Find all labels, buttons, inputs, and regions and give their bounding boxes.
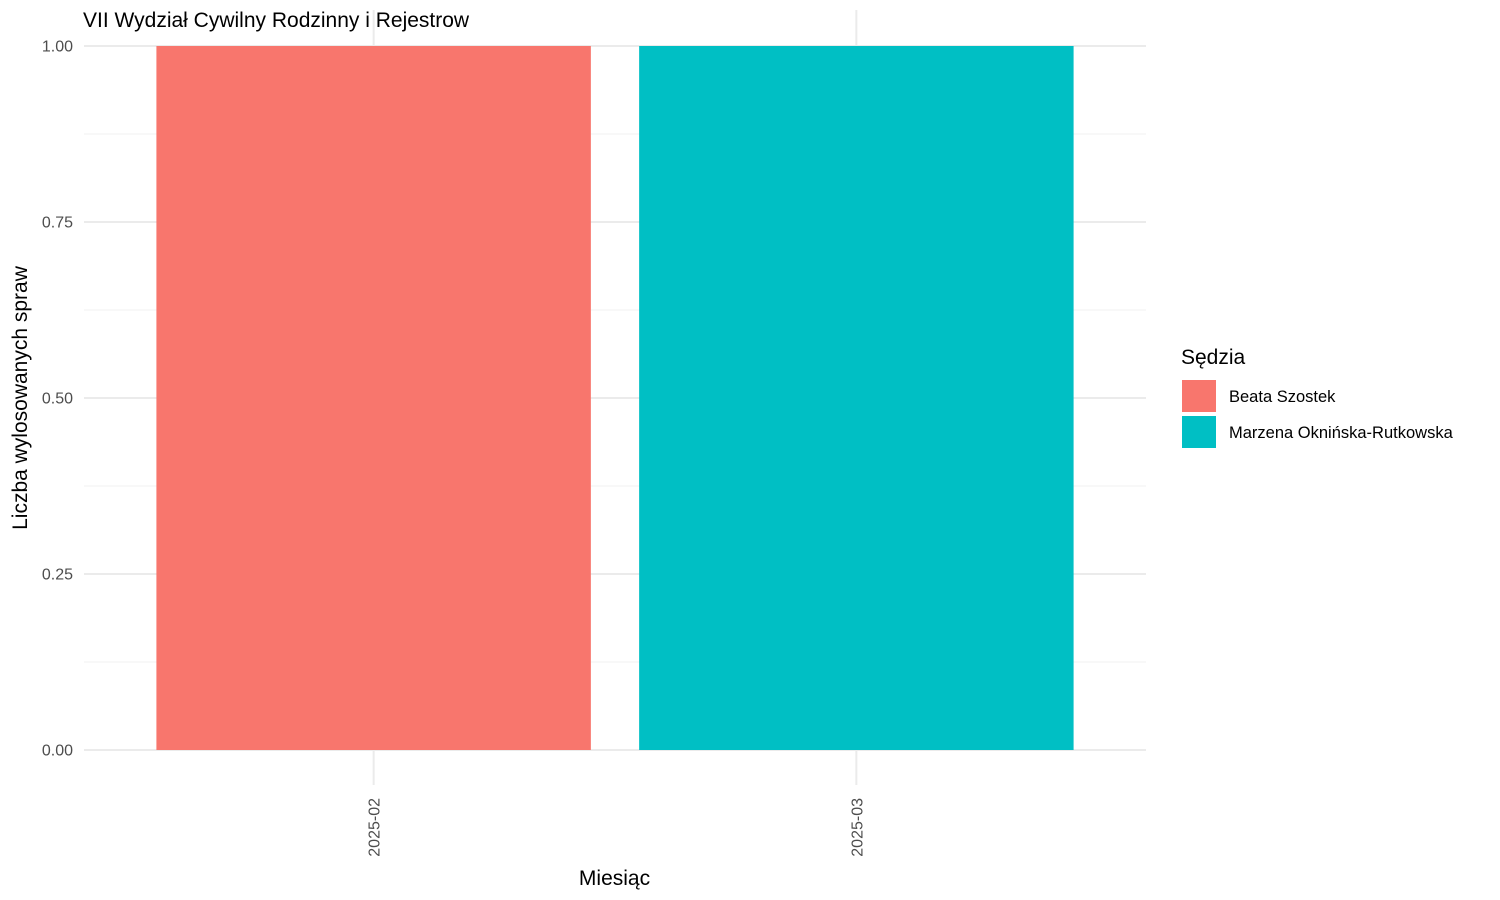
y-tick-label: 0.25 xyxy=(42,567,73,584)
x-axis-title: Miesiąc xyxy=(579,867,650,890)
x-tick-label: 2025-02 xyxy=(367,798,384,857)
x-tick-label: 2025-03 xyxy=(849,798,866,857)
y-tick-label: 1.00 xyxy=(42,39,73,56)
legend-items: Beata Szostek Marzena Oknińska-Rutkowska xyxy=(1182,380,1454,448)
legend: Sędzia Beata Szostek Marzena Oknińska-Rut… xyxy=(1181,346,1454,448)
bar xyxy=(639,46,1074,750)
legend-swatch xyxy=(1182,416,1216,448)
legend-title: Sędzia xyxy=(1181,346,1246,369)
y-axis-title: Liczba wylosowanych spraw xyxy=(9,265,32,530)
legend-label: Marzena Oknińska-Rutkowska xyxy=(1229,424,1454,442)
bars xyxy=(156,46,1074,750)
bar xyxy=(156,46,591,750)
y-axis-ticks: 0.00 0.25 0.50 0.75 1.00 xyxy=(42,39,73,760)
x-axis-ticks: 2025-02 2025-03 xyxy=(367,798,867,857)
legend-swatch xyxy=(1182,380,1216,412)
y-tick-label: 0.50 xyxy=(42,391,73,408)
y-tick-label: 0.75 xyxy=(42,215,73,232)
legend-label: Beata Szostek xyxy=(1229,388,1336,406)
chart-title: VII Wydział Cywilny Rodzinny i Rejestrow xyxy=(83,9,470,32)
y-tick-label: 0.00 xyxy=(42,743,73,760)
